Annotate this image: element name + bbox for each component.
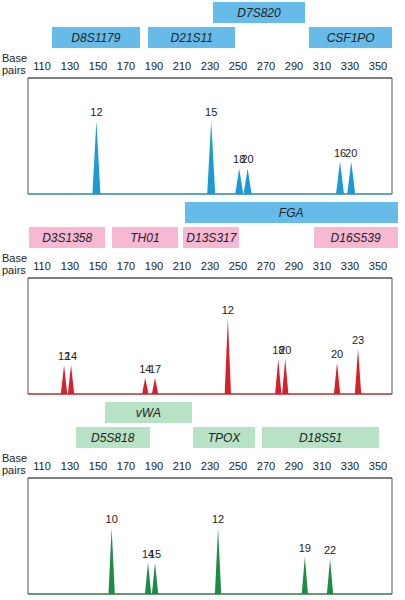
svg-text:310: 310 <box>313 260 331 272</box>
html-text:Base pairs: Base pairs <box>2 252 28 276</box>
svg-text:12: 12 <box>90 106 102 118</box>
svg-text:150: 150 <box>89 60 107 72</box>
svg-text:210: 210 <box>173 260 191 272</box>
svg-text:12: 12 <box>212 513 224 525</box>
svg-text:12: 12 <box>222 304 234 316</box>
svg-text:14: 14 <box>139 362 152 375</box>
svg-text:330: 330 <box>341 260 359 272</box>
svg-text:210: 210 <box>173 460 191 472</box>
html-text:D8S1179: D8S1179 <box>71 30 121 45</box>
svg-text:20: 20 <box>345 147 357 159</box>
html-text:vWA: vWA <box>135 405 161 420</box>
svg-text:250: 250 <box>229 460 247 472</box>
svg-text:19: 19 <box>299 542 311 554</box>
svg-text:230: 230 <box>201 460 219 472</box>
html-text:D18S51: D18S51 <box>298 430 343 445</box>
svg-text:230: 230 <box>201 260 219 272</box>
html-text:FGA: FGA <box>278 205 304 220</box>
svg-text:150: 150 <box>89 260 107 272</box>
svg-text:290: 290 <box>285 460 303 472</box>
svg-text:110: 110 <box>33 260 51 272</box>
svg-text:14: 14 <box>65 350 77 362</box>
svg-text:15: 15 <box>205 106 217 118</box>
svg-text:270: 270 <box>257 460 275 472</box>
svg-text:330: 330 <box>341 60 359 72</box>
svg-text:350: 350 <box>369 60 387 72</box>
html-text:TPOX: TPOX <box>207 430 241 445</box>
svg-text:18: 18 <box>233 153 246 166</box>
svg-text:23: 23 <box>352 334 364 346</box>
svg-text:110: 110 <box>33 60 51 72</box>
html-text:D13S317: D13S317 <box>186 230 237 245</box>
svg-text:250: 250 <box>229 60 247 72</box>
svg-text:20: 20 <box>279 344 291 356</box>
svg-text:110: 110 <box>33 460 51 472</box>
html-text:D16S539: D16S539 <box>330 230 381 245</box>
svg-text:270: 270 <box>257 260 275 272</box>
svg-text:190: 190 <box>145 60 163 72</box>
svg-text:130: 130 <box>61 460 79 472</box>
html-text:Base pairs: Base pairs <box>2 452 28 476</box>
svg-text:170: 170 <box>117 460 135 472</box>
svg-text:290: 290 <box>285 60 303 72</box>
html-text:D7S820: D7S820 <box>237 5 281 20</box>
svg-text:310: 310 <box>313 460 331 472</box>
svg-text:10: 10 <box>106 513 118 525</box>
svg-text:15: 15 <box>149 548 161 560</box>
svg-text:20: 20 <box>241 153 253 165</box>
svg-text:16: 16 <box>333 146 347 159</box>
svg-text:17: 17 <box>149 363 161 375</box>
svg-text:350: 350 <box>369 260 387 272</box>
svg-text:350: 350 <box>369 460 387 472</box>
svg-text:130: 130 <box>61 60 79 72</box>
html-text:D3S1358: D3S1358 <box>42 230 93 245</box>
svg-text:210: 210 <box>173 60 191 72</box>
html-text:D21S11: D21S11 <box>170 30 213 45</box>
html-text:D5S818: D5S818 <box>91 430 135 445</box>
svg-text:230: 230 <box>201 60 219 72</box>
svg-text:170: 170 <box>117 60 135 72</box>
svg-text:330: 330 <box>341 460 359 472</box>
svg-text:22: 22 <box>324 544 336 556</box>
svg-text:290: 290 <box>285 260 303 272</box>
svg-text:250: 250 <box>229 260 247 272</box>
svg-text:190: 190 <box>145 460 163 472</box>
html-text:TH01: TH01 <box>130 230 160 245</box>
svg-text:20: 20 <box>331 348 343 360</box>
svg-text:310: 310 <box>313 60 331 72</box>
svg-text:170: 170 <box>117 260 135 272</box>
svg-text:270: 270 <box>257 60 275 72</box>
svg-text:190: 190 <box>145 260 163 272</box>
html-text:CSF1PO: CSF1PO <box>326 30 375 45</box>
svg-text:130: 130 <box>61 260 79 272</box>
svg-text:150: 150 <box>89 460 107 472</box>
html-text:Base pairs: Base pairs <box>2 52 28 76</box>
